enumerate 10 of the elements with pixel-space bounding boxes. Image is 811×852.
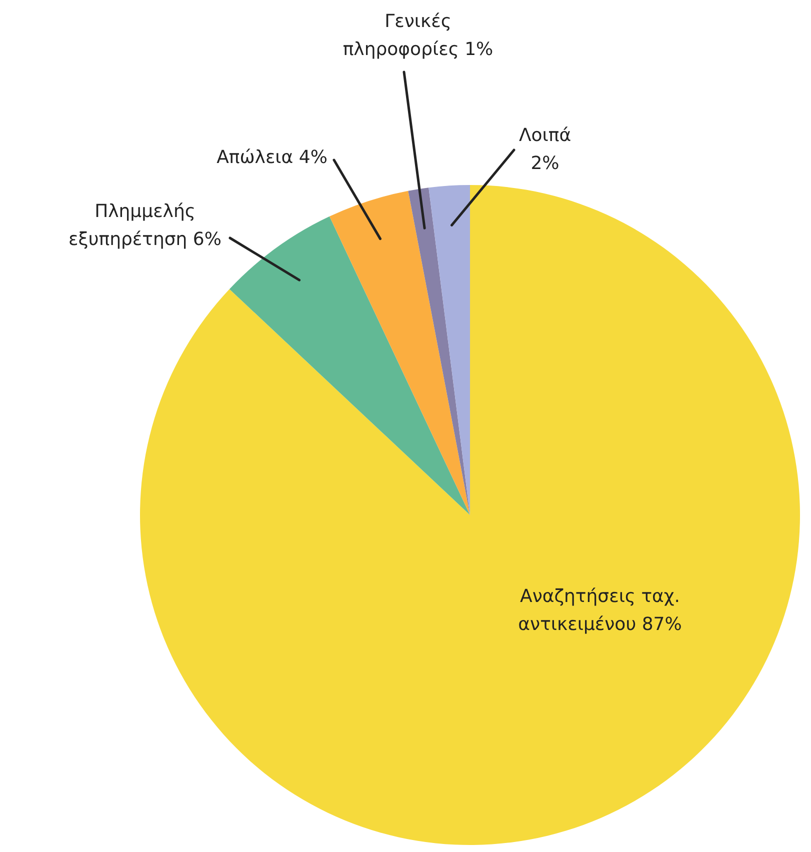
slice-label: Απώλεια 4% bbox=[216, 147, 328, 168]
data-label: 2% bbox=[530, 153, 560, 174]
slice-label: Πλημμελής εξυπηρέτηση 6% bbox=[68, 201, 222, 250]
pie-slice bbox=[329, 190, 470, 515]
pie-slice bbox=[229, 216, 470, 515]
slice-label: Αναζητήσεις ταχ. αντικειμένου 87% bbox=[518, 586, 682, 635]
slice-label: Γενικές πληροφορίες 1% bbox=[342, 11, 494, 60]
slice-label: Λοιπά bbox=[518, 125, 572, 146]
pie-slice bbox=[408, 188, 470, 515]
pie-slice bbox=[428, 185, 470, 515]
